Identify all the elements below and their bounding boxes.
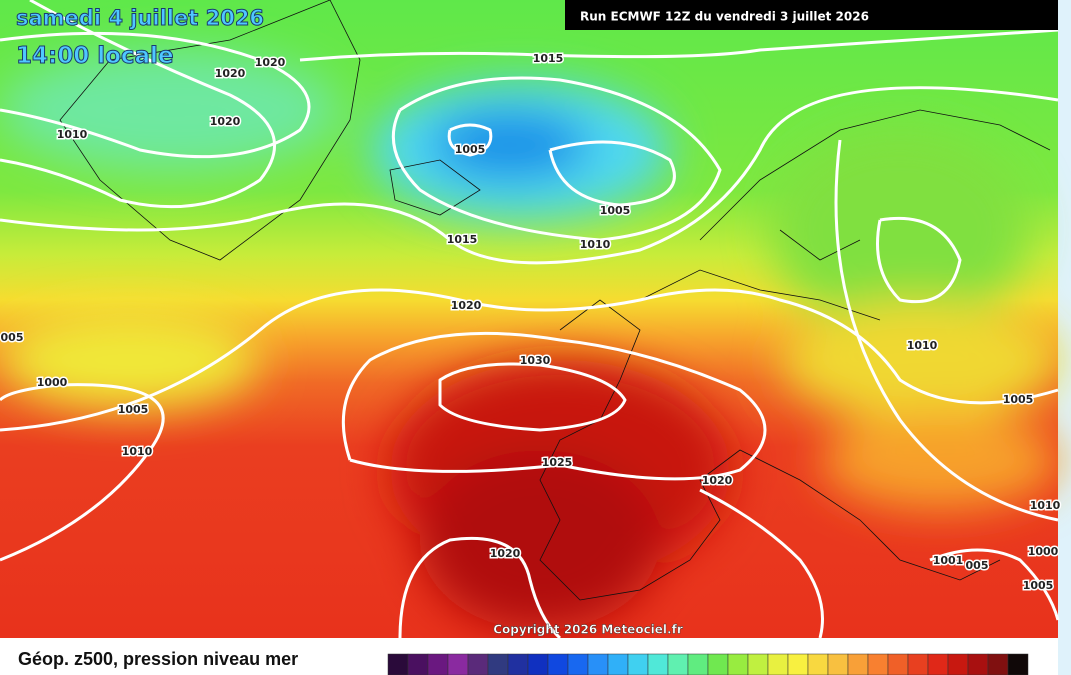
colorbar-swatch xyxy=(847,653,869,675)
colorbar-swatch xyxy=(507,653,529,675)
colorbar-swatch xyxy=(747,653,769,675)
isobar-label: 1020 xyxy=(702,474,733,487)
isobar-label: 1020 xyxy=(490,547,521,560)
colorbar-swatch xyxy=(1007,653,1029,675)
isobar-label: 1010 xyxy=(907,339,938,352)
map-date: samedi 4 juillet 2026 xyxy=(16,6,264,30)
colorbar-swatch xyxy=(987,653,1009,675)
isobar-label: 1020 xyxy=(451,299,482,312)
isobar-label: 1020 xyxy=(210,115,241,128)
colorbar-swatch xyxy=(687,653,709,675)
colorbar-swatch xyxy=(667,653,689,675)
isobar-label: 1005 xyxy=(600,204,631,217)
colorbar-swatch xyxy=(727,653,749,675)
colorbar-swatch xyxy=(827,653,849,675)
map-time: 14:00 locale xyxy=(16,43,174,69)
colorbar-swatch xyxy=(407,653,429,675)
isobar-label: 1020 xyxy=(255,56,286,69)
isobars xyxy=(0,0,1058,638)
colorbar-swatch xyxy=(647,653,669,675)
colorbar-swatch xyxy=(927,653,949,675)
colorbar-swatch xyxy=(707,653,729,675)
run-info: Run ECMWF 12Z du vendredi 3 juillet 2026 xyxy=(580,10,869,24)
isobar-label: 1000 xyxy=(1028,545,1059,558)
colorbar-swatch xyxy=(427,653,449,675)
isobar-label: 1010 xyxy=(57,128,88,141)
colorbar-swatch xyxy=(947,653,969,675)
isobar-label: 1010 xyxy=(1030,499,1061,512)
colorbar-swatch xyxy=(587,653,609,675)
colorbar-swatch xyxy=(787,653,809,675)
isobar-label: 1025 xyxy=(542,456,573,469)
isobar-label: 005 xyxy=(966,559,989,572)
legend-label: Géop. z500, pression niveau mer xyxy=(18,649,298,669)
colorbar-swatch xyxy=(607,653,629,675)
isobar-label: 1030 xyxy=(520,354,551,367)
colorbar-swatch xyxy=(887,653,909,675)
isobar-label: 1010 xyxy=(122,445,153,458)
isobar-label: 1005 xyxy=(1023,579,1054,592)
isobar-label: 1001 xyxy=(933,554,964,567)
colorbar-swatch xyxy=(467,653,489,675)
isobar-label: 005 xyxy=(1,331,24,344)
isobar-label: 1015 xyxy=(533,52,564,65)
colorbar-swatch xyxy=(627,653,649,675)
side-strip xyxy=(1058,0,1071,675)
copyright: Copyright 2026 Meteociel.fr xyxy=(493,623,683,637)
isobar-label: 1020 xyxy=(215,67,246,80)
isobar-label: 1015 xyxy=(447,233,478,246)
isobar-label: 1005 xyxy=(118,403,149,416)
colorbar-swatch xyxy=(447,653,469,675)
isobar-label: 1000 xyxy=(37,376,68,389)
colorbar-swatch xyxy=(807,653,829,675)
isobar-label: 1005 xyxy=(1003,393,1034,406)
colorbar-swatch xyxy=(547,653,569,675)
colorbar-swatch xyxy=(387,653,409,675)
isobar-label: 1005 xyxy=(455,143,486,156)
run-banner xyxy=(565,0,1058,30)
colorbar-swatch xyxy=(567,653,589,675)
colorbar-swatch xyxy=(527,653,549,675)
coastlines xyxy=(59,0,1051,601)
colorbar-swatch xyxy=(487,653,509,675)
colorbar-swatch xyxy=(867,653,889,675)
colorbar-swatch xyxy=(967,653,989,675)
isobar-label: 1010 xyxy=(580,238,611,251)
colorbar-swatch xyxy=(907,653,929,675)
colorbar-swatch xyxy=(767,653,789,675)
